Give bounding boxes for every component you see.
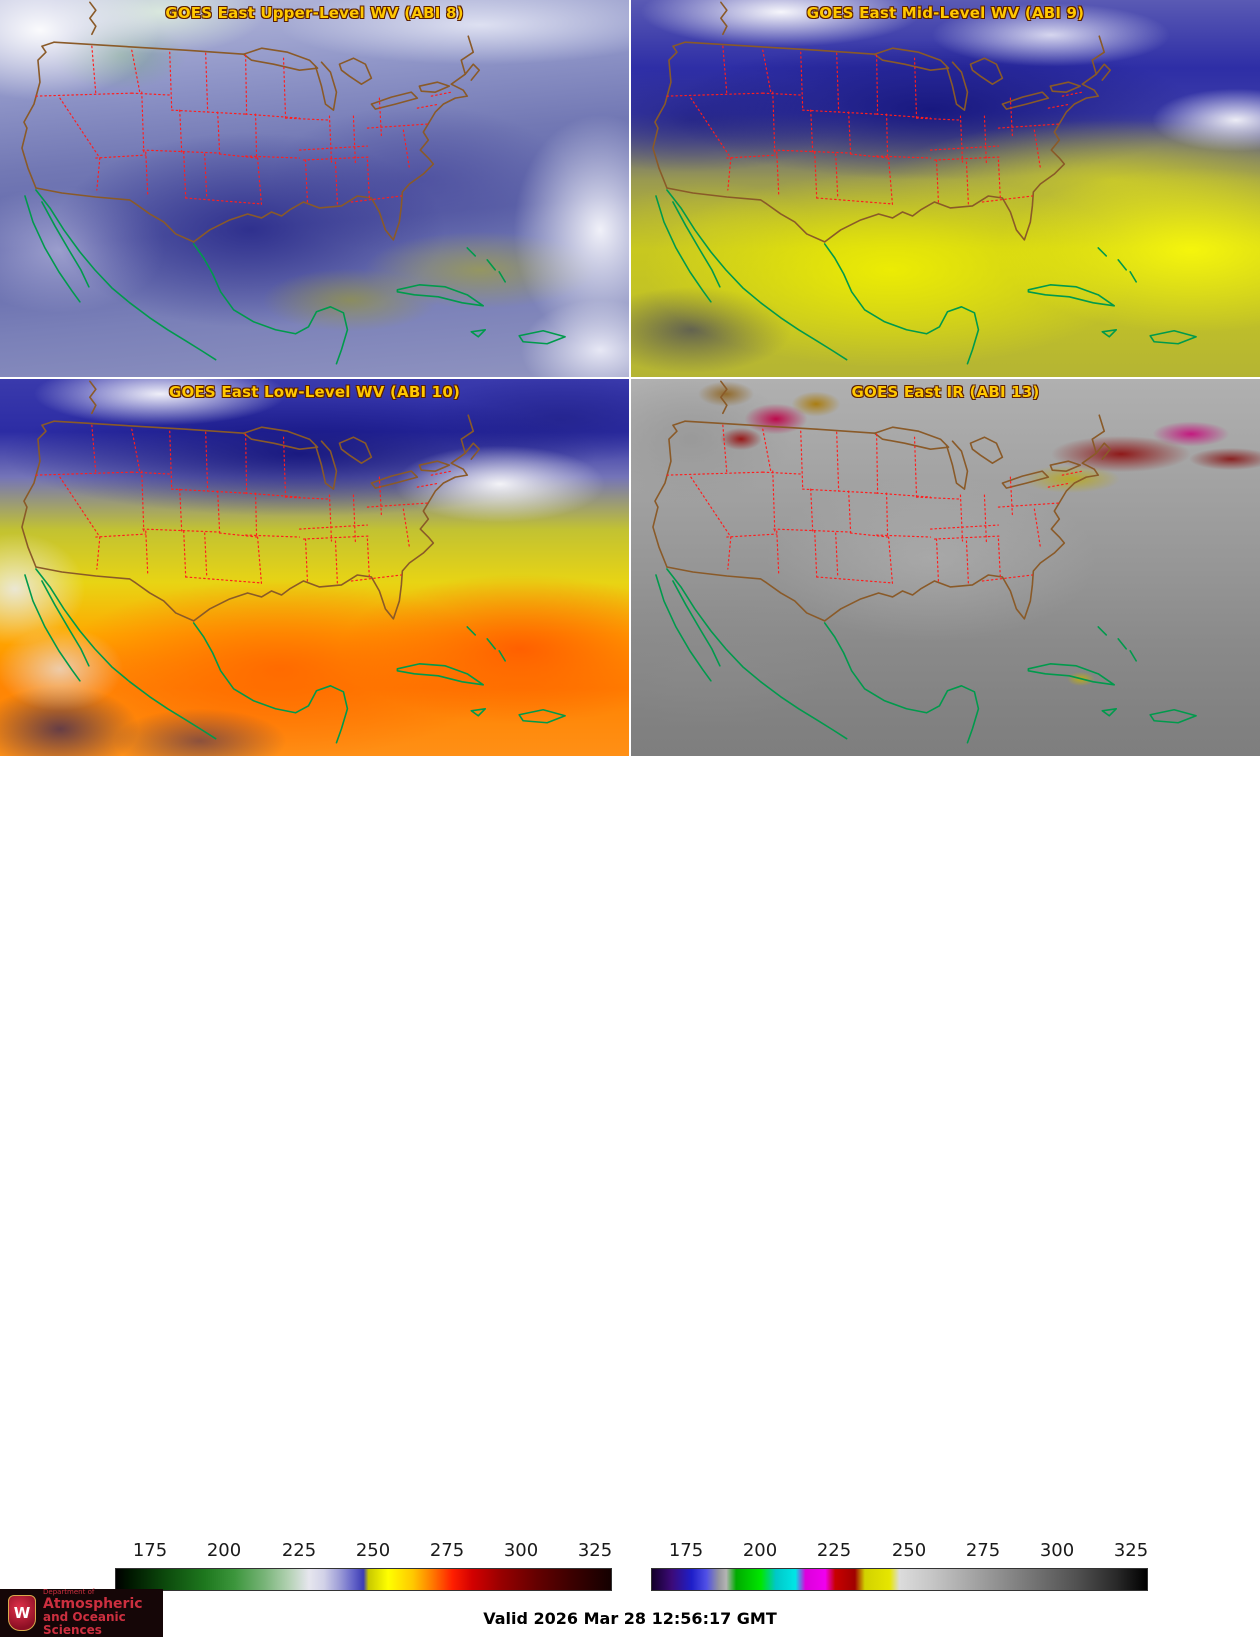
- tick-label: 275: [965, 1540, 1001, 1561]
- tick-label: 200: [742, 1540, 778, 1561]
- tick-label: 250: [891, 1540, 927, 1561]
- panel-ir: GOES East IR (ABI 13): [631, 379, 1260, 756]
- tick-label: 175: [668, 1540, 704, 1561]
- tick-label: 225: [816, 1540, 852, 1561]
- uw-crest-icon: W: [8, 1595, 36, 1631]
- uw-aos-logo: W Department of Atmospheric and Oceanic …: [0, 1589, 163, 1637]
- tick-label: 250: [355, 1540, 391, 1561]
- ir-colorbar: [651, 1568, 1148, 1591]
- panel-mid-level-wv: GOES East Mid-Level WV (ABI 9): [631, 0, 1260, 377]
- footer: 175 200 225 250 275 300 325 175 200 225 …: [0, 756, 1260, 1637]
- map-overlay: [652, 380, 1197, 744]
- tick-label: 325: [577, 1540, 613, 1561]
- panel-title-abi13: GOES East IR (ABI 13): [851, 383, 1040, 401]
- tick-label: 200: [206, 1540, 242, 1561]
- panel-upper-level-wv: GOES East Upper-Level WV (ABI 8): [0, 0, 629, 377]
- tick-label: 300: [1039, 1540, 1075, 1561]
- valid-time-label: Valid 2026 Mar 28 12:56:17 GMT: [483, 1609, 777, 1628]
- map-overlay: [21, 380, 566, 744]
- tick-label: 325: [1113, 1540, 1149, 1561]
- tick-label: 175: [132, 1540, 168, 1561]
- wv-colorbar: [115, 1568, 612, 1591]
- tick-label: 300: [503, 1540, 539, 1561]
- panel-low-level-wv: GOES East Low-Level WV (ABI 10): [0, 379, 629, 756]
- logo-line-3: and Oceanic Sciences: [43, 1610, 126, 1637]
- logo-text: Department of Atmospheric and Oceanic Sc…: [43, 1588, 163, 1637]
- map-overlay: [21, 1, 566, 365]
- logo-line-1: Department of: [43, 1588, 95, 1597]
- panel-title-abi9: GOES East Mid-Level WV (ABI 9): [806, 4, 1085, 22]
- crest-letter: W: [13, 1604, 31, 1622]
- panel-title-abi8: GOES East Upper-Level WV (ABI 8): [165, 4, 464, 22]
- tick-label: 275: [429, 1540, 465, 1561]
- panel-title-abi10: GOES East Low-Level WV (ABI 10): [168, 383, 461, 401]
- map-overlay: [652, 1, 1197, 365]
- logo-line-2: Atmospheric: [43, 1595, 143, 1612]
- tick-label: 225: [281, 1540, 317, 1561]
